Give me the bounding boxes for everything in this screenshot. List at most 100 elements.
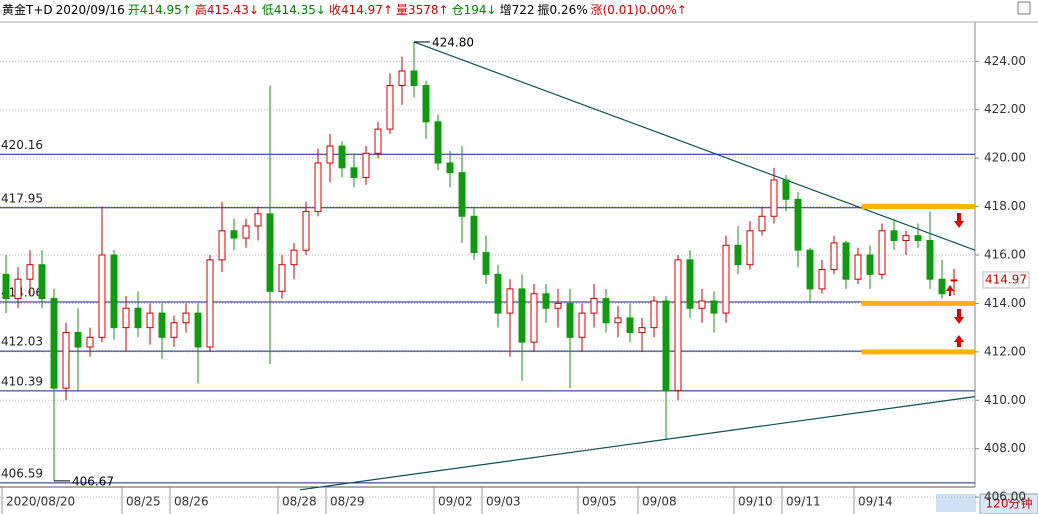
candle-body xyxy=(770,179,778,217)
y-tick-label: 420.00 xyxy=(984,151,1026,165)
candle-body xyxy=(374,128,382,154)
header: 黄金T+D 2020/09/16 开414.95↑ 高415.43↓ 低414.35↓ 收… xyxy=(2,2,687,17)
candle-body xyxy=(14,278,22,300)
candle-body xyxy=(350,167,358,179)
trend-line xyxy=(299,396,976,491)
candle-body xyxy=(914,235,922,241)
y-tick-label: 416.00 xyxy=(984,248,1026,262)
x-tick-label: 2020/08/20 xyxy=(6,495,75,509)
candle-body xyxy=(830,242,838,271)
annotation-label: 406.67 xyxy=(72,474,114,488)
y-tick-label: 414.00 xyxy=(984,296,1026,310)
x-tick-label: 08/29 xyxy=(330,495,365,509)
candle-body xyxy=(938,278,946,295)
candle-body xyxy=(758,215,766,232)
candle-body xyxy=(26,264,34,280)
x-tick-label: 09/14 xyxy=(858,495,893,509)
candle-body xyxy=(434,121,442,164)
arrow-up xyxy=(954,335,964,347)
x-tick-label: 09/08 xyxy=(642,495,677,509)
header-item: 量3578↑ xyxy=(396,3,449,17)
arrow-up xyxy=(946,285,954,296)
candle-body xyxy=(710,300,718,314)
candle-body xyxy=(566,302,574,338)
candle-body xyxy=(602,298,610,324)
period-label: 120分钟 xyxy=(986,496,1033,511)
header-item: 收414.97↑ xyxy=(329,3,393,17)
candle-body xyxy=(686,259,694,309)
candle-body xyxy=(698,300,706,309)
candle-body xyxy=(386,85,394,130)
candle-body xyxy=(218,230,226,261)
candle-body xyxy=(890,230,898,241)
level-label: 420.16 xyxy=(1,138,43,152)
corner-icon[interactable] xyxy=(1017,1,1031,15)
last-price-label: 414.97 xyxy=(985,272,1027,286)
period-box[interactable] xyxy=(979,493,1038,514)
header-item: 开414.95↑ xyxy=(128,3,192,17)
candle-body xyxy=(626,317,634,333)
candle-body xyxy=(866,254,874,275)
x-tick-label: 08/25 xyxy=(126,495,161,509)
candle-body xyxy=(230,230,238,239)
y-tick-label: 424.00 xyxy=(984,54,1026,68)
candle-body xyxy=(878,230,886,275)
candle-body xyxy=(542,293,550,309)
candle-body xyxy=(110,254,118,329)
level-label: 417.95 xyxy=(1,191,43,205)
trend-line xyxy=(413,41,976,251)
candle-body xyxy=(302,210,310,251)
candle-body xyxy=(734,244,742,266)
scrollbar[interactable] xyxy=(936,494,976,512)
candle-body xyxy=(290,249,298,266)
candle-body xyxy=(74,331,82,348)
candle-body xyxy=(38,264,46,300)
candle-body xyxy=(722,244,730,314)
candle-body xyxy=(170,322,178,338)
candle-body xyxy=(146,312,154,329)
candle-body xyxy=(842,242,850,280)
candle-body xyxy=(518,288,526,343)
candle-body xyxy=(182,312,190,324)
arrows xyxy=(946,213,964,347)
candle-body xyxy=(158,312,166,338)
candle-body xyxy=(86,336,94,348)
x-tick-label: 09/05 xyxy=(582,495,617,509)
candle-body xyxy=(650,300,658,329)
candle-body xyxy=(794,198,802,251)
candle-body xyxy=(554,302,562,309)
candle-body xyxy=(326,145,334,164)
candle-body xyxy=(98,254,106,338)
candle-body xyxy=(50,298,58,389)
candle-body xyxy=(470,215,478,254)
header-item: 低414.35↓ xyxy=(262,3,326,17)
candle-body xyxy=(410,70,418,87)
candle-body xyxy=(854,254,862,280)
candle-body xyxy=(134,307,142,329)
candle-body xyxy=(62,331,70,389)
candle-body xyxy=(674,259,682,392)
header-item: 黄金T+D xyxy=(2,2,53,17)
annotation-label: 424.80 xyxy=(432,35,474,49)
candle-body xyxy=(206,259,214,348)
x-tick-label: 09/11 xyxy=(786,495,821,509)
x-tick-label: 09/10 xyxy=(738,495,773,509)
y-tick-label: 408.00 xyxy=(984,441,1026,455)
candle-body xyxy=(266,213,274,292)
last-price-box xyxy=(982,271,1030,289)
candle-body xyxy=(242,225,250,239)
candle-body xyxy=(926,239,934,280)
candle-body xyxy=(2,273,10,300)
candle-body xyxy=(746,230,754,266)
x-tick-label: 09/03 xyxy=(486,495,521,509)
header-item: 高415.43↓ xyxy=(195,2,259,17)
candle-body xyxy=(122,307,130,329)
candle-body xyxy=(494,273,502,314)
candle-body xyxy=(530,293,538,343)
level-label: 412.03 xyxy=(1,335,43,349)
candle-body xyxy=(782,179,790,200)
header-item: 仓194↓ xyxy=(452,3,497,17)
